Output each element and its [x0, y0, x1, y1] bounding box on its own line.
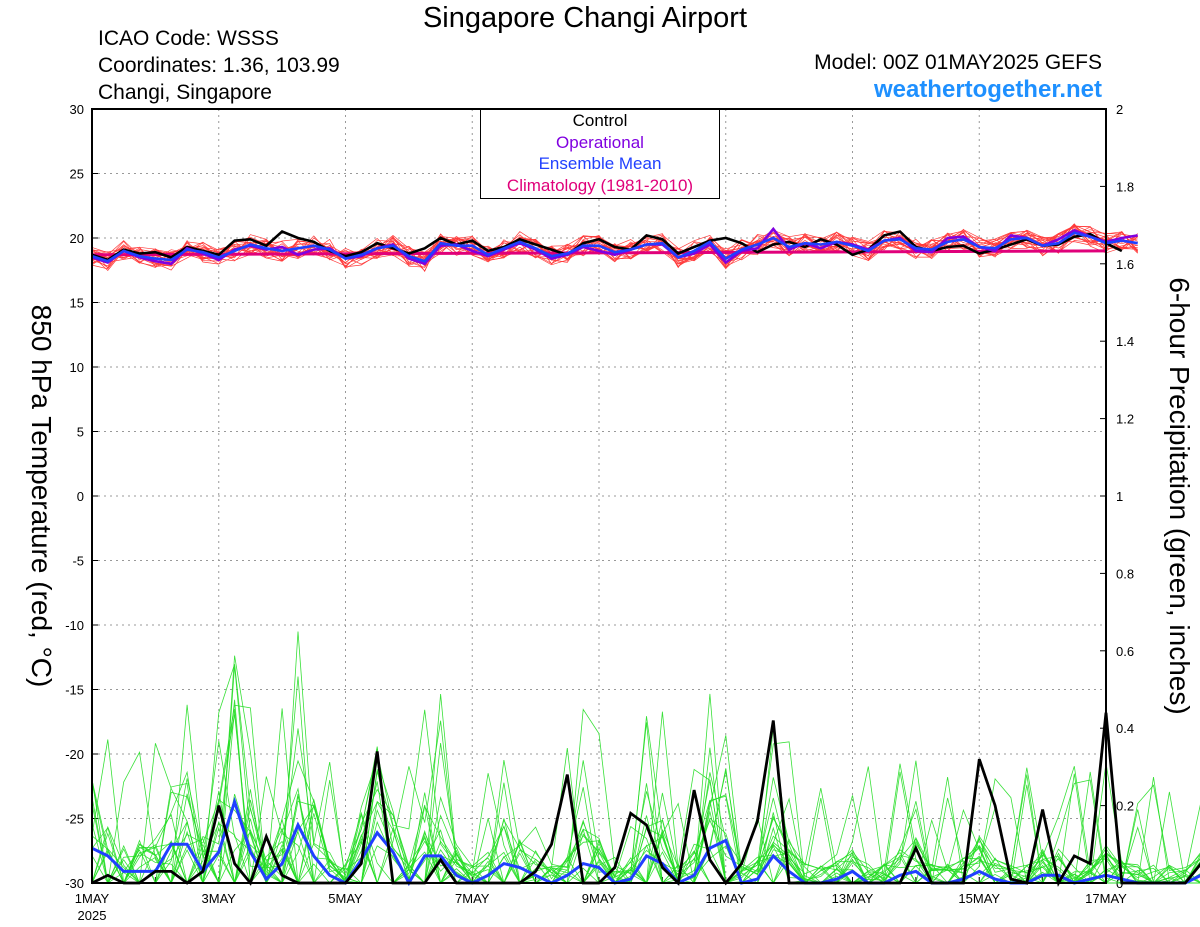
location-name: Changi, Singapore: [98, 81, 272, 104]
x-tick-label: 7MAY: [455, 891, 490, 906]
y-tick-label-left: 10: [70, 360, 84, 375]
precip-control-line: [91, 712, 1200, 887]
brand-link[interactable]: weathertogether.net: [873, 76, 1102, 103]
precip-member-line: [92, 767, 1200, 885]
y-axis-title-left: 850 hPa Temperature (red, °C): [26, 305, 57, 688]
x-tick-label: 13MAY: [832, 891, 874, 906]
y-tick-label-left: 15: [70, 296, 84, 311]
coordinates: Coordinates: 1.36, 103.99: [98, 54, 340, 77]
y-tick-label-right: 1.2: [1116, 412, 1134, 427]
chart-title: Singapore Changi Airport: [422, 2, 748, 34]
x-tick-label: 3MAY: [202, 891, 237, 906]
y-tick-label-left: 30: [70, 102, 84, 117]
y-tick-label-right: 0.4: [1116, 721, 1134, 736]
y-tick-label-left: 5: [77, 425, 84, 440]
y-tick-label-right: 0.2: [1116, 799, 1134, 814]
legend-climatology: Climatology (1981-2010): [506, 175, 694, 195]
x-tick-label: 15MAY: [958, 891, 1000, 906]
climatology-line: [91, 249, 1107, 257]
y-tick-label-right: 1.6: [1116, 257, 1134, 272]
legend-operational: Operational: [556, 132, 644, 152]
y-tick-label-left: 20: [70, 231, 84, 246]
x-year-label: 2025: [78, 908, 107, 923]
legend-ensemble-mean: Ensemble Mean: [538, 154, 662, 173]
y-tick-label-right: 0: [1116, 876, 1123, 891]
y-tick-label-left: 0: [77, 489, 84, 504]
y-tick-label-right: 0.6: [1116, 644, 1134, 659]
y-axis-title-right: 6-hour Precipitation (green, inches): [1164, 277, 1195, 714]
legend: Control Operational Ensemble Mean Climat…: [480, 109, 720, 199]
x-tick-label: 9MAY: [582, 891, 617, 906]
x-tick-label: 11MAY: [705, 891, 746, 906]
y-tick-label-right: 0.8: [1116, 566, 1134, 581]
model-run: Model: 00Z 01MAY2025 GEFS: [814, 51, 1102, 74]
y-tick-label-right: 2: [1116, 102, 1123, 117]
y-tick-label-right: 1.8: [1116, 179, 1134, 194]
precip-member-line: [92, 704, 1200, 884]
y-tick-label-right: 1.4: [1116, 334, 1134, 349]
y-tick-label-left: -30: [65, 876, 84, 891]
temp-control-line: [91, 229, 1123, 262]
legend-control: Control: [572, 111, 628, 130]
y-tick-label-left: -5: [72, 554, 84, 569]
y-tick-label-left: -15: [65, 683, 84, 698]
y-tick-label-right: 1: [1116, 489, 1123, 504]
x-tick-label: 5MAY: [328, 891, 363, 906]
y-tick-label-left: -20: [65, 747, 84, 762]
precip-member-line: [91, 665, 1200, 885]
icao-code: ICAO Code: WSSS: [98, 27, 279, 50]
y-tick-label-left: 25: [70, 167, 84, 182]
x-tick-label: 1MAY: [75, 891, 110, 906]
temp-ensemble-mean-line: [91, 231, 1138, 263]
y-tick-label-left: -10: [65, 618, 84, 633]
x-tick-label: 17MAY: [1085, 891, 1127, 906]
y-tick-label-left: -25: [65, 812, 84, 827]
